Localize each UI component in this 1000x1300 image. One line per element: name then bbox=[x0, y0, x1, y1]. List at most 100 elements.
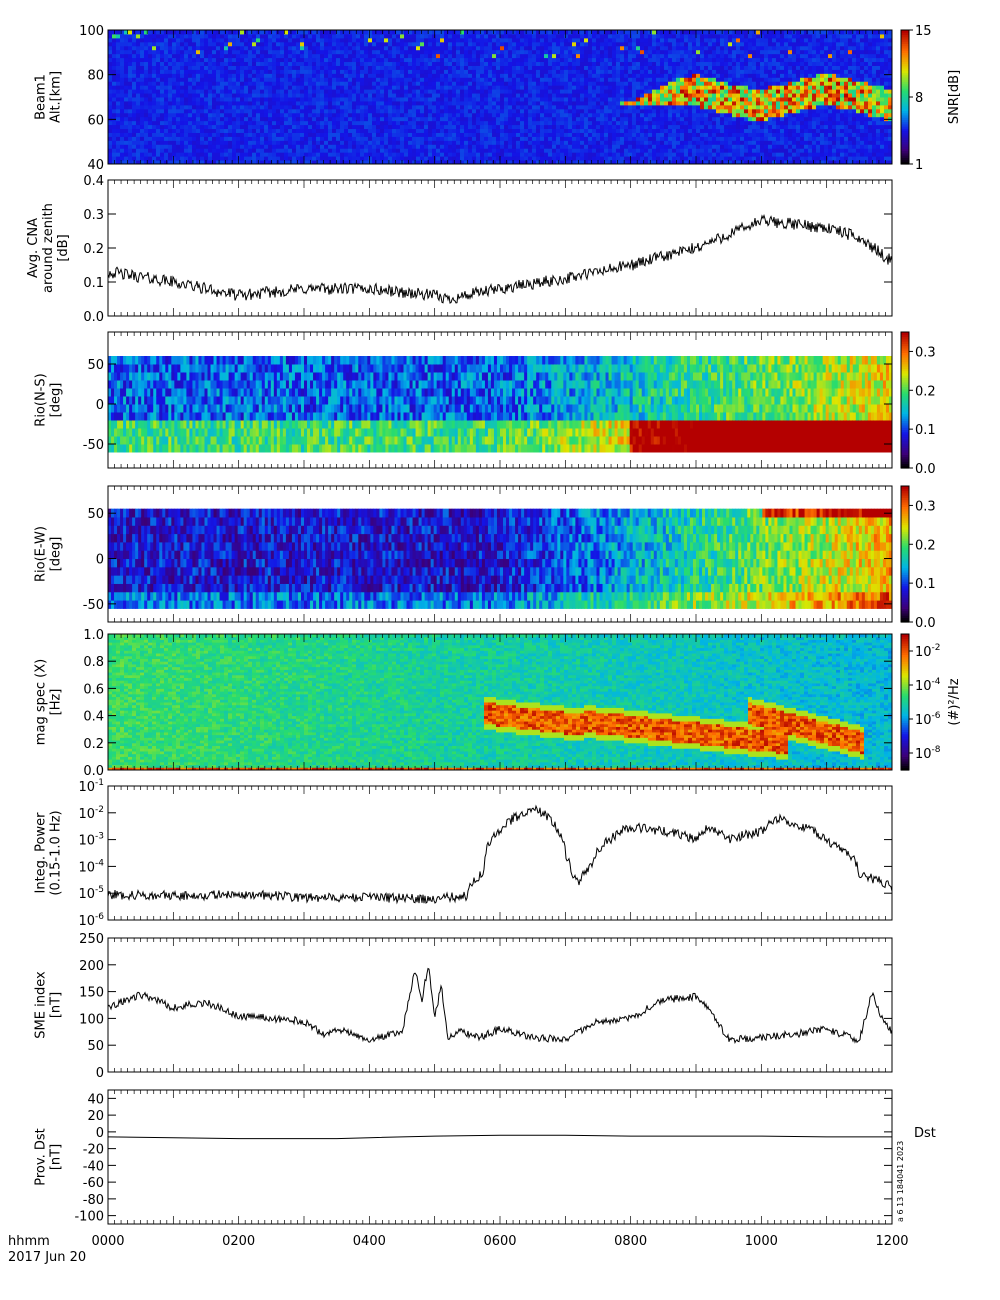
heatmap-cell bbox=[656, 89, 661, 93]
heatmap-cell bbox=[268, 148, 273, 152]
heatmap-cell bbox=[492, 152, 497, 156]
heatmap-cell bbox=[184, 117, 189, 121]
heatmap-cell bbox=[660, 144, 665, 148]
heatmap-cell bbox=[424, 113, 429, 117]
heatmap-cell bbox=[600, 156, 605, 160]
heatmap-cell bbox=[636, 73, 641, 77]
heatmap-cell bbox=[456, 50, 461, 54]
heatmap-cell bbox=[408, 50, 413, 54]
heatmap-cell bbox=[612, 54, 617, 58]
heatmap-cell bbox=[328, 54, 333, 58]
heatmap-cell bbox=[448, 62, 453, 66]
heatmap-cell bbox=[332, 113, 337, 117]
heatmap-cell bbox=[396, 62, 401, 66]
heatmap-cell bbox=[176, 121, 181, 125]
heatmap-cell bbox=[464, 81, 469, 85]
heatmap-cell bbox=[632, 62, 637, 66]
heatmap-cell bbox=[204, 34, 209, 38]
heatmap-cell bbox=[328, 144, 333, 148]
heatmap-cell bbox=[452, 69, 457, 73]
heatmap-cell bbox=[468, 30, 473, 34]
heatmap-cell bbox=[492, 89, 497, 93]
heatmap-cell bbox=[228, 62, 233, 66]
heatmap-cell bbox=[272, 156, 277, 160]
heatmap-cell bbox=[208, 38, 213, 42]
heatmap-cell bbox=[664, 132, 669, 136]
heatmap-cell bbox=[364, 50, 369, 54]
heatmap-cell bbox=[296, 144, 301, 148]
heatmap-cell bbox=[600, 58, 605, 62]
heatmap-cell bbox=[532, 50, 537, 54]
heatmap-cell bbox=[540, 144, 545, 148]
heatmap-cell bbox=[352, 42, 357, 46]
heatmap-cell bbox=[408, 148, 413, 152]
heatmap-cell bbox=[196, 42, 201, 46]
heatmap-cell bbox=[624, 93, 629, 97]
heatmap-cell bbox=[316, 93, 321, 97]
heatmap-cell bbox=[176, 77, 181, 81]
heatmap-cell bbox=[332, 140, 337, 144]
heatmap-cell bbox=[204, 54, 209, 58]
heatmap-cell bbox=[684, 152, 689, 156]
heatmap-cell bbox=[388, 38, 393, 42]
heatmap-cell bbox=[552, 62, 557, 66]
heatmap-cell bbox=[644, 93, 649, 97]
heatmap-cell bbox=[396, 42, 401, 46]
heatmap-cell bbox=[600, 129, 605, 133]
heatmap-cell bbox=[332, 69, 337, 73]
heatmap-cell bbox=[644, 113, 649, 117]
heatmap-cell bbox=[136, 69, 141, 73]
heatmap-cell bbox=[648, 65, 653, 69]
heatmap-cell bbox=[616, 81, 621, 85]
heatmap-cell bbox=[324, 144, 329, 148]
heatmap-cell bbox=[316, 30, 321, 34]
heatmap-cell bbox=[276, 65, 281, 69]
heatmap-cell bbox=[680, 140, 685, 144]
heatmap-cell bbox=[676, 65, 681, 69]
heatmap-cell bbox=[176, 58, 181, 62]
heatmap-cell bbox=[596, 148, 601, 152]
heatmap-cell bbox=[252, 50, 257, 54]
heatmap-cell bbox=[112, 77, 117, 81]
heatmap-cell bbox=[600, 144, 605, 148]
heatmap-cell bbox=[164, 34, 169, 38]
heatmap-cell bbox=[420, 30, 425, 34]
heatmap-cell bbox=[380, 42, 385, 46]
heatmap-cell bbox=[572, 101, 577, 105]
heatmap-cell bbox=[648, 46, 653, 50]
heatmap-cell bbox=[636, 148, 641, 152]
heatmap-cell bbox=[180, 30, 185, 34]
heatmap-cell bbox=[588, 50, 593, 54]
heatmap-cell bbox=[632, 73, 637, 77]
heatmap-cell bbox=[488, 69, 493, 73]
heatmap-cell bbox=[232, 136, 237, 140]
heatmap-cell bbox=[684, 136, 689, 140]
heatmap-cell bbox=[536, 58, 541, 62]
heatmap-cell bbox=[432, 97, 437, 101]
heatmap-cell bbox=[500, 65, 505, 69]
heatmap-cell bbox=[320, 69, 325, 73]
heatmap-cell bbox=[512, 93, 517, 97]
heatmap-cell bbox=[344, 46, 349, 50]
heatmap-cell bbox=[676, 97, 681, 101]
heatmap-cell bbox=[180, 73, 185, 77]
heatmap-cell bbox=[204, 105, 209, 109]
heatmap-cell bbox=[436, 129, 441, 133]
heatmap-cell bbox=[592, 30, 597, 34]
heatmap-cell bbox=[168, 113, 173, 117]
heatmap-cell bbox=[108, 38, 113, 42]
heatmap-cell bbox=[240, 132, 245, 136]
heatmap-cell bbox=[664, 38, 669, 42]
heatmap-cell bbox=[600, 125, 605, 129]
heatmap-cell bbox=[180, 77, 185, 81]
heatmap-cell bbox=[324, 113, 329, 117]
heatmap-cell bbox=[636, 77, 641, 81]
heatmap-cell bbox=[436, 50, 441, 54]
heatmap-cell bbox=[192, 152, 197, 156]
heatmap-cell bbox=[424, 105, 429, 109]
heatmap-cell bbox=[524, 62, 529, 66]
heatmap-cell bbox=[372, 152, 377, 156]
heatmap-cell bbox=[412, 38, 417, 42]
heatmap-cell bbox=[480, 156, 485, 160]
heatmap-cell bbox=[584, 156, 589, 160]
